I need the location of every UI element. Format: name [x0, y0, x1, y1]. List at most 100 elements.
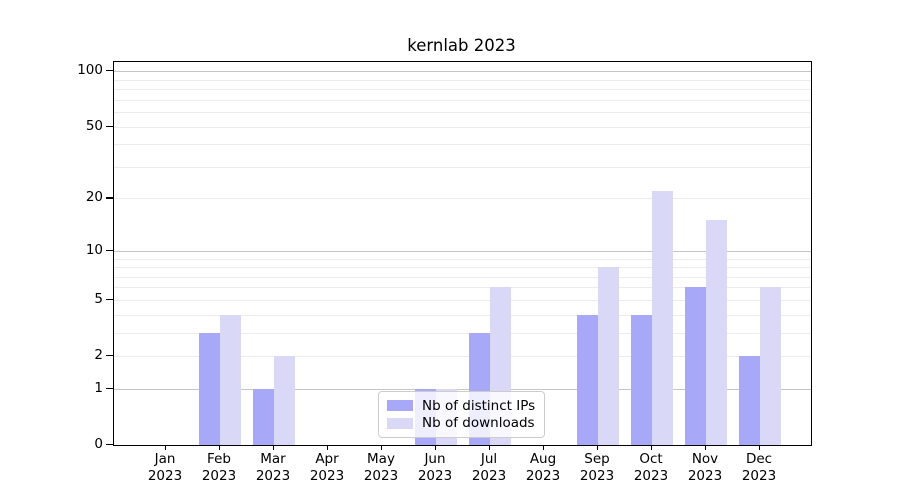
x-tick-label: May 2023: [353, 451, 409, 484]
x-tick: [651, 445, 653, 450]
bar-downloads: [220, 314, 241, 445]
chart-title: kernlab 2023: [407, 36, 516, 55]
y-tick: [106, 387, 113, 390]
x-tick-label-line: Aug: [529, 451, 557, 467]
x-tick-label-line: Jun: [424, 451, 446, 467]
x-tick-label-line: Apr: [315, 451, 339, 467]
x-tick-label: Aug 2023: [515, 451, 571, 484]
x-tick-label: Apr 2023: [299, 451, 355, 484]
minor-gridline: [114, 99, 811, 101]
bar-downloads: [598, 267, 619, 445]
minor-gridline: [114, 89, 811, 90]
x-tick-label-line: 2023: [255, 467, 291, 484]
x-tick-label-line: 2023: [579, 467, 615, 484]
x-tick-label-line: Dec: [745, 451, 773, 467]
major-gridline: [114, 71, 811, 73]
bar-distinct-ips: [253, 388, 274, 445]
y-tick-label: 100: [77, 62, 103, 79]
legend-swatch-distinct-ips: [387, 400, 413, 412]
x-tick-label: Jul 2023: [461, 451, 517, 484]
x-tick-label-line: 2023: [525, 467, 561, 484]
legend-label-downloads: Nb of downloads: [422, 415, 535, 432]
y-tick: [106, 444, 113, 446]
x-tick-label-line: 2023: [741, 467, 777, 484]
minor-gridline: [114, 198, 811, 200]
y-tick-label: 10: [85, 241, 103, 258]
x-tick-label-line: 2023: [687, 467, 723, 484]
x-tick: [327, 445, 329, 450]
y-tick: [106, 249, 113, 251]
bar-downloads: [706, 220, 727, 445]
minor-gridline: [114, 267, 811, 268]
x-tick: [705, 445, 707, 450]
plot-area: [113, 61, 812, 446]
minor-gridline: [114, 166, 811, 168]
x-tick-label: Jan 2023: [137, 451, 193, 484]
x-tick-label-line: 2023: [633, 467, 669, 484]
x-tick: [489, 445, 491, 450]
bar-distinct-ips: [685, 287, 706, 445]
major-gridline: [114, 388, 811, 390]
minor-gridline: [114, 287, 811, 289]
y-tick: [106, 355, 113, 357]
minor-gridline: [114, 332, 811, 334]
y-tick-label: 50: [85, 117, 103, 134]
x-tick-label-line: Jan: [154, 451, 176, 467]
x-tick-label: Dec 2023: [731, 451, 787, 484]
x-tick-label-line: 2023: [363, 467, 399, 484]
legend-label-distinct-ips: Nb of distinct IPs: [422, 397, 536, 414]
y-tick: [106, 197, 113, 199]
minor-gridline: [114, 112, 811, 113]
x-tick-label: Sep 2023: [569, 451, 625, 484]
x-tick-label-line: Feb: [207, 451, 231, 467]
x-tick-label: Jun 2023: [407, 451, 463, 484]
x-tick-label-line: May: [367, 451, 395, 467]
minor-gridline: [114, 79, 811, 81]
x-tick-label-line: 2023: [147, 467, 183, 484]
x-tick: [435, 445, 437, 450]
major-gridline: [114, 250, 811, 252]
legend-item-downloads: Nb of downloads: [387, 415, 536, 433]
x-tick: [381, 445, 383, 450]
bar-distinct-ips: [199, 332, 220, 445]
x-tick-label-line: Mar: [260, 451, 286, 467]
bar-downloads: [274, 356, 295, 445]
minor-gridline: [114, 314, 811, 316]
y-tick: [106, 125, 113, 127]
minor-gridline: [114, 144, 811, 146]
x-tick-label-line: Sep: [584, 451, 610, 467]
x-tick-label-line: Nov: [691, 451, 719, 467]
x-tick-label-line: Jul: [480, 451, 498, 467]
x-tick-label: Oct 2023: [623, 451, 679, 484]
x-tick: [165, 445, 167, 450]
x-tick: [273, 445, 275, 450]
bar-downloads: [652, 191, 673, 445]
minor-gridline: [114, 258, 811, 260]
x-tick: [759, 445, 761, 450]
bar-distinct-ips: [739, 356, 760, 445]
x-tick-label-line: 2023: [309, 467, 345, 484]
bar-downloads: [760, 287, 781, 445]
x-tick: [597, 445, 599, 450]
x-tick-label-line: Oct: [639, 451, 663, 467]
legend-item-distinct-ips: Nb of distinct IPs: [387, 397, 536, 415]
bar-distinct-ips: [631, 314, 652, 445]
x-tick: [543, 445, 545, 450]
x-tick-label-line: 2023: [471, 467, 507, 484]
minor-gridline: [114, 126, 811, 128]
y-tick-label: 5: [94, 290, 103, 307]
legend-swatch-downloads: [387, 417, 413, 429]
y-tick-label: 0: [94, 436, 103, 452]
minor-gridline: [114, 356, 811, 357]
y-tick: [106, 298, 113, 301]
x-tick-label: Feb 2023: [191, 451, 247, 484]
minor-gridline: [114, 276, 811, 278]
x-tick-label: Nov 2023: [677, 451, 733, 484]
y-tick-label: 1: [94, 379, 103, 396]
y-tick-label: 2: [94, 347, 103, 363]
x-tick-label: Mar 2023: [245, 451, 301, 484]
bar-distinct-ips: [577, 314, 598, 445]
legend: Nb of distinct IPs Nb of downloads: [378, 391, 545, 438]
x-tick: [219, 445, 221, 450]
